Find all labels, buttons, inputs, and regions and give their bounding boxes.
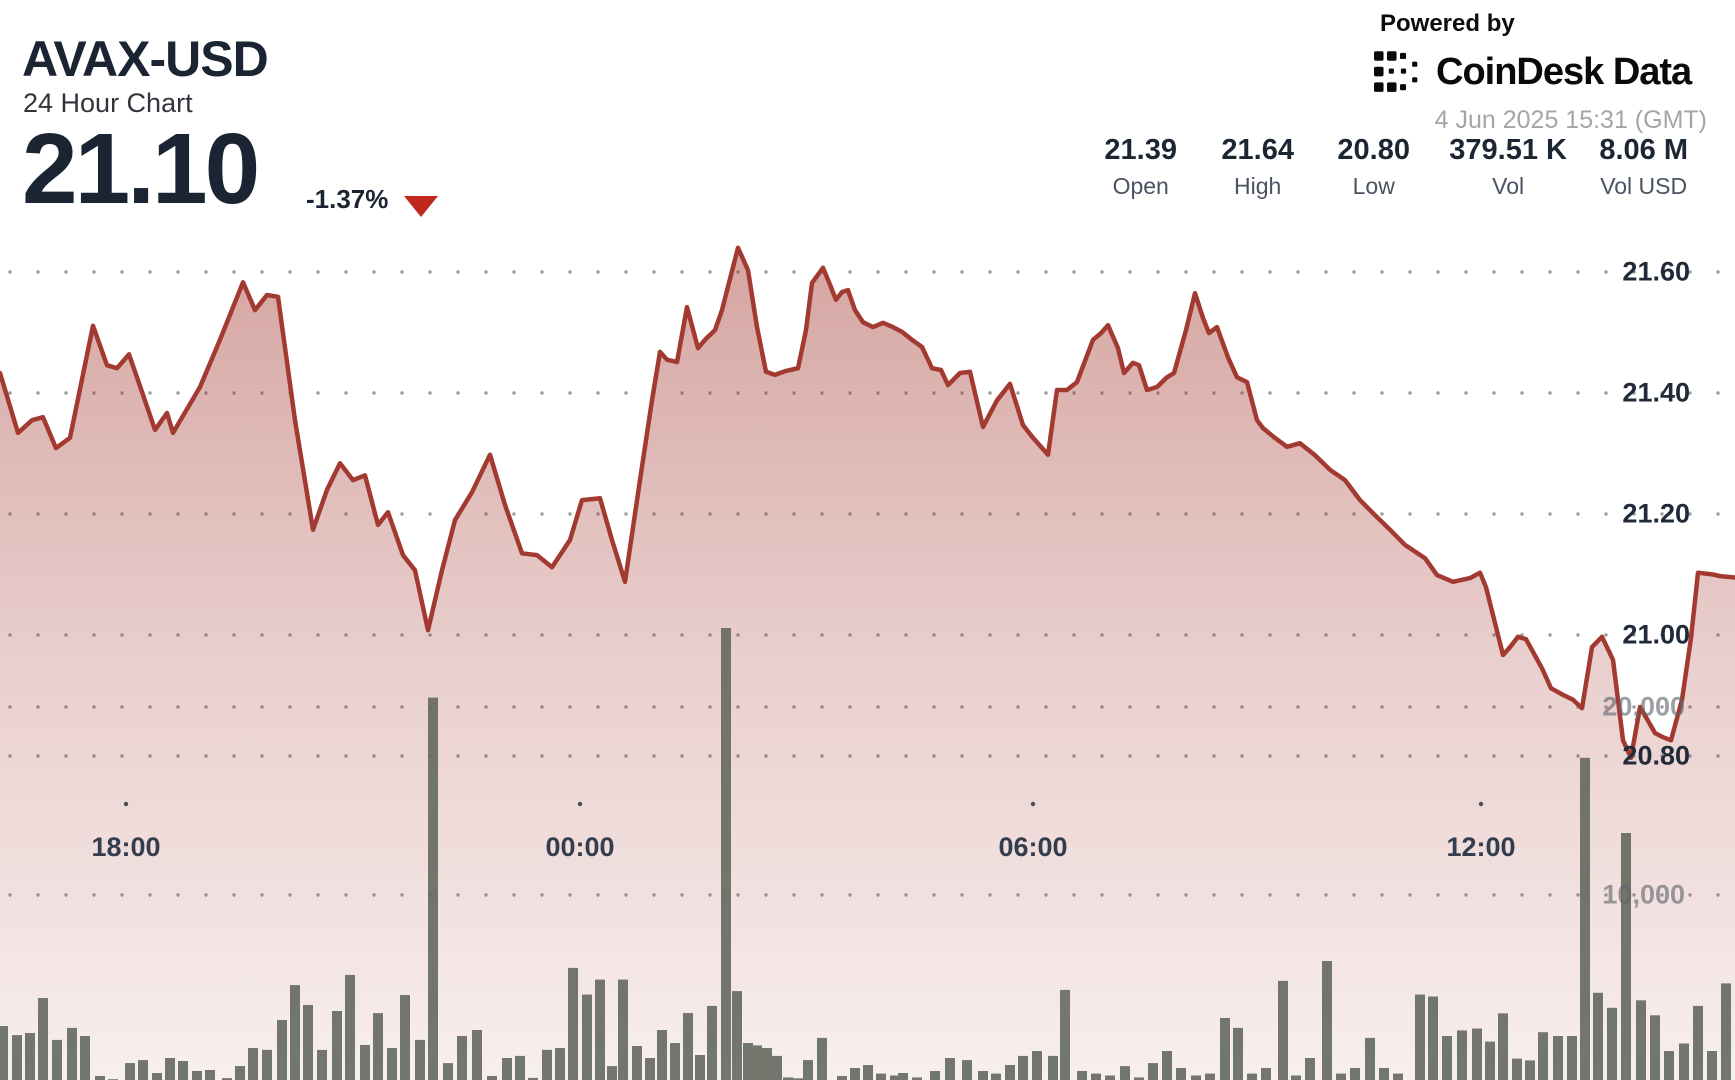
stat-low: 20.80 Low [1337,134,1410,200]
volume-axis-label: 20,000 [1602,691,1685,722]
stat-label: Open [1112,173,1169,199]
stat-value: 21.64 [1221,134,1294,166]
stat-value: 379.51 K [1449,134,1567,166]
price-line [0,245,1735,761]
y-axis-label: 21.20 [1622,498,1690,529]
y-axis-label: 20.80 [1622,740,1690,771]
volume-bars [0,628,1731,1080]
stat-vol: 379.51 K Vol [1449,134,1567,200]
y-axis-label: 21.40 [1622,377,1690,408]
volume-axis-label: 10,000 [1602,879,1685,910]
current-price: 21.10 [22,113,260,225]
down-triangle-icon [404,196,438,217]
symbol-title: AVAX-USD [22,31,269,87]
x-axis-label: 18:00 [91,832,161,862]
quote-timestamp: 4 Jun 2025 15:31 (GMT) [1434,106,1707,134]
x-axis-label: 06:00 [998,832,1068,862]
brand-name: CoinDesk Data [1436,50,1692,93]
x-axis-label: 12:00 [1446,832,1516,862]
stat-value: 21.39 [1104,134,1177,166]
stat-high: 21.64 High [1221,134,1294,200]
y-axis-label: 21.60 [1622,256,1690,287]
stat-label: Vol USD [1600,173,1688,199]
powered-by-label: Powered by [1380,10,1515,37]
y-axis-label: 21.00 [1622,619,1690,650]
stat-label: Low [1352,173,1395,199]
stat-vol-usd: 8.06 M Vol USD [1599,134,1688,200]
stat-value: 8.06 M [1599,134,1688,166]
price-area-fill [0,247,1735,1080]
stat-label: Vol [1492,173,1525,199]
stat-label: High [1234,173,1282,199]
x-axis-label: 00:00 [545,832,615,862]
brand-logo-row: CoinDesk Data [1374,48,1704,96]
x-axis-tick-dots [123,801,1484,807]
stat-value: 20.80 [1337,134,1410,166]
price-change-percent: -1.37% [306,184,389,214]
chart-subtitle: 24 Hour Chart [23,88,193,118]
stat-open: 21.39 Open [1104,134,1177,200]
coindesk-logo-icon [1374,51,1418,92]
